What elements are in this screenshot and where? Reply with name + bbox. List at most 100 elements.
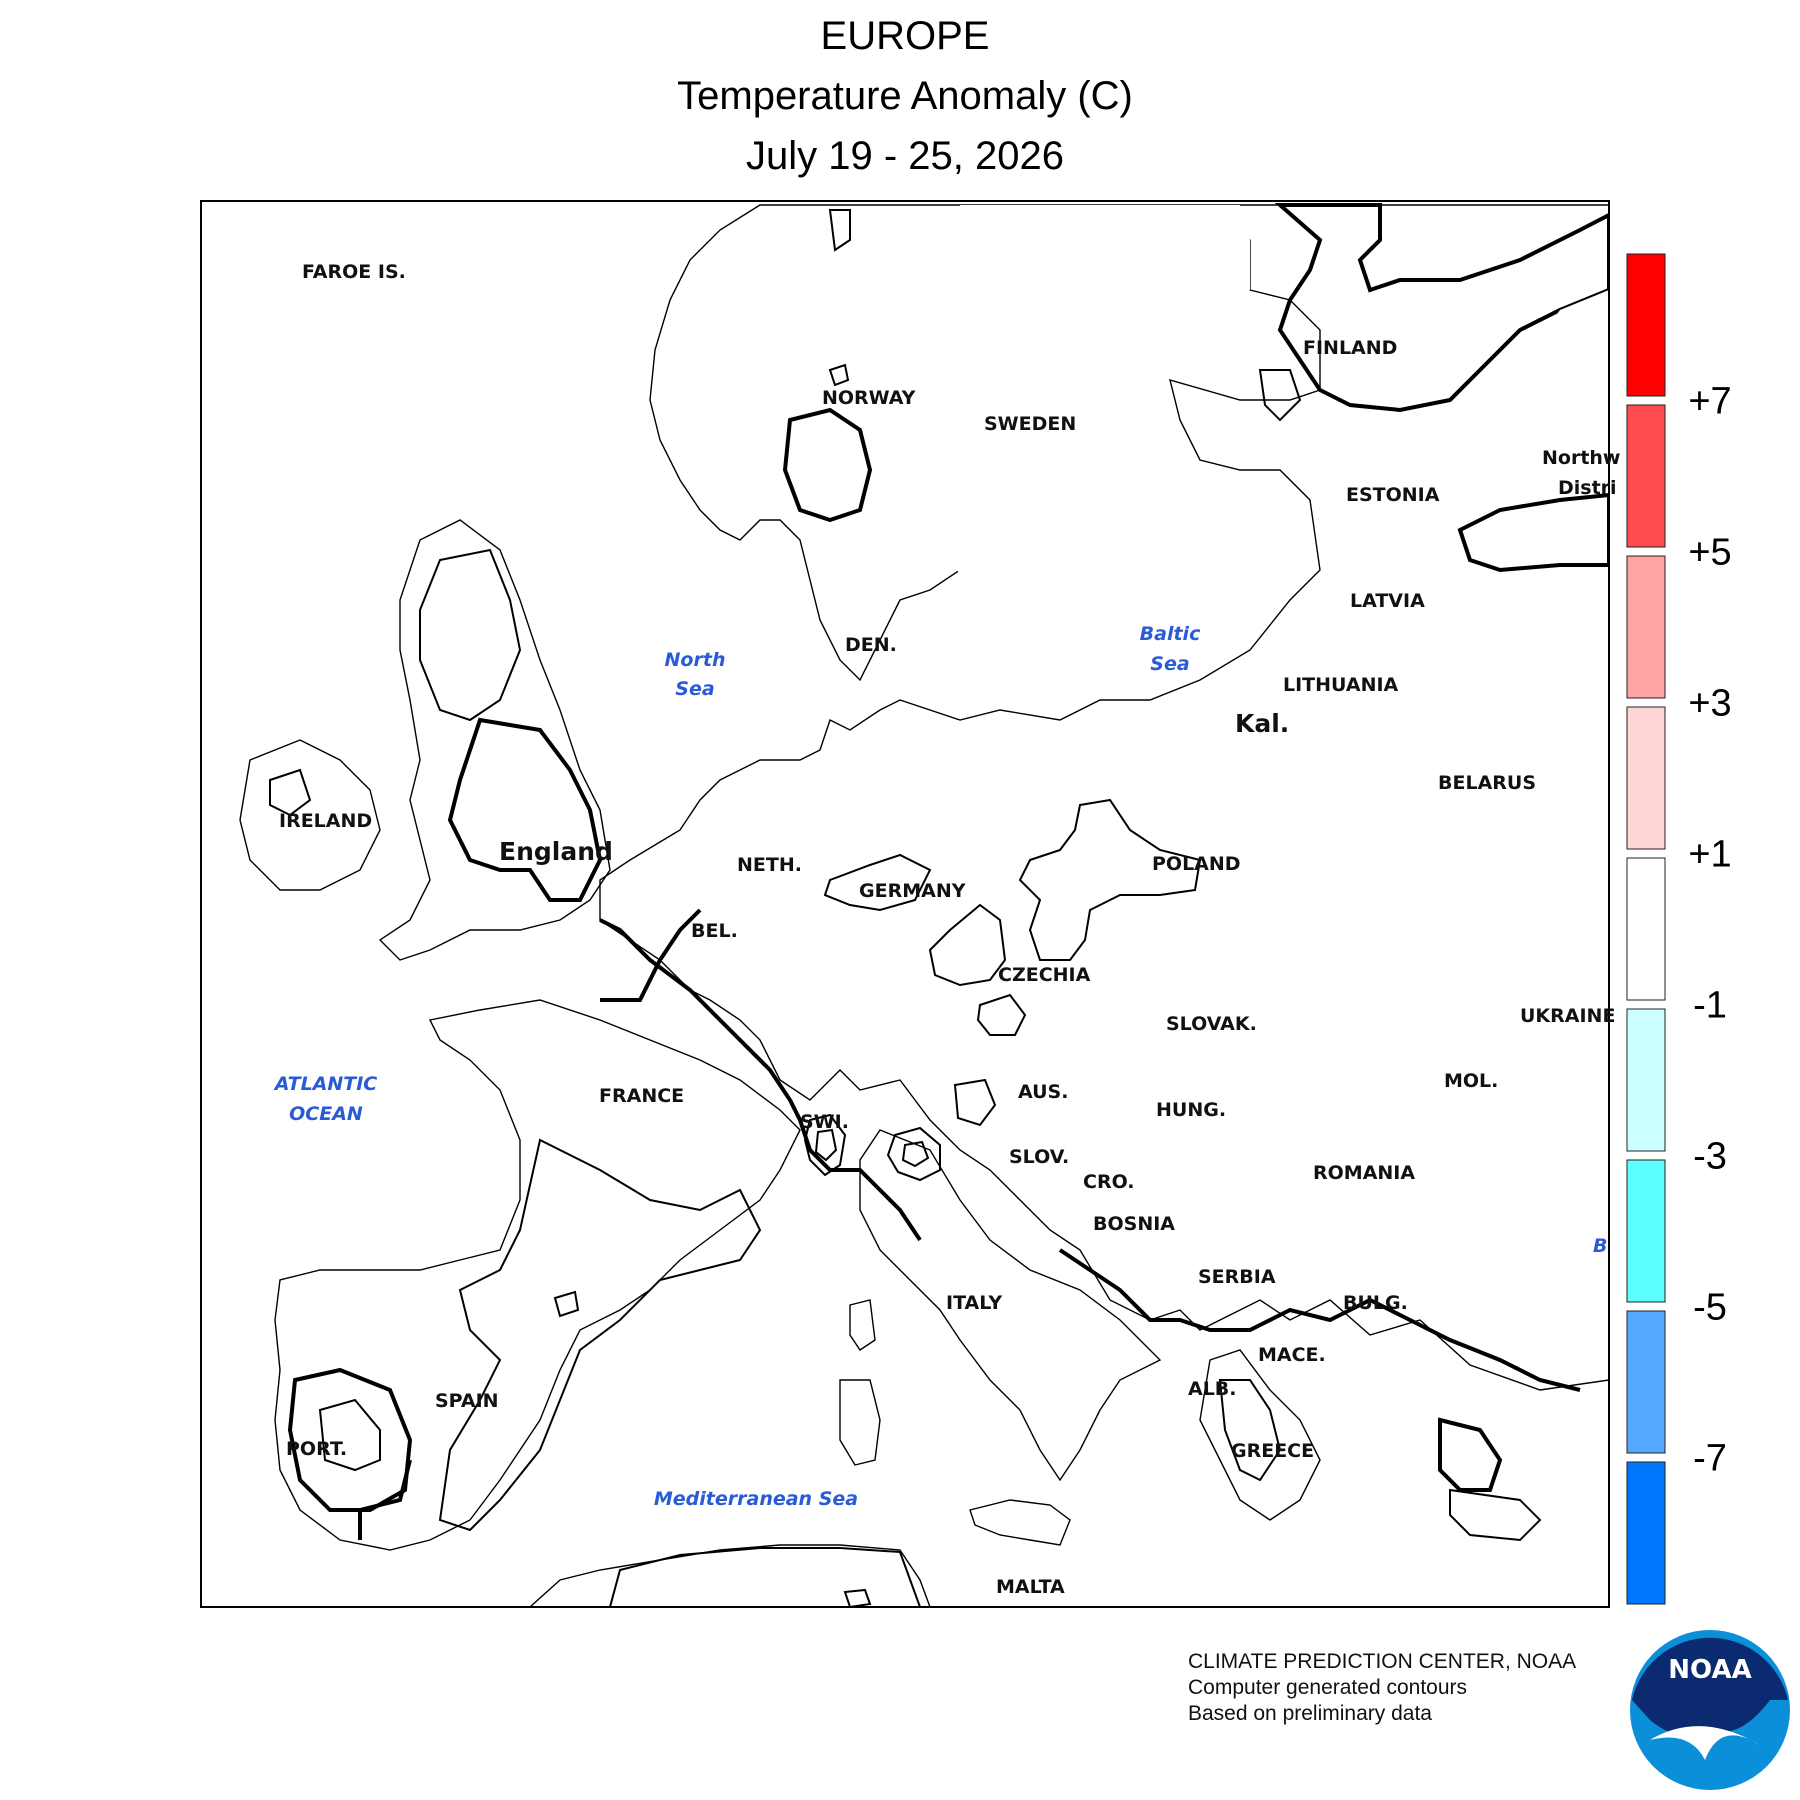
- cool-strong-finland: [1274, 203, 1609, 413]
- label-bulgaria: BULG.: [1343, 1292, 1408, 1314]
- legend-label: +1: [1688, 834, 1731, 876]
- contour-zero-line-channel: [600, 908, 702, 1002]
- warm-moderate-scotland: [419, 548, 522, 722]
- credit-line-3: Based on preliminary data: [1188, 1702, 1432, 1725]
- neutral-finland-east: [1530, 290, 1609, 420]
- label-slovenia: SLOV.: [1009, 1146, 1069, 1168]
- label-ireland: IRELAND: [279, 810, 372, 832]
- legend-label: -3: [1693, 1136, 1727, 1178]
- label-atlantic-ocean-2: OCEAN: [289, 1103, 363, 1125]
- label-latvia: LATVIA: [1350, 590, 1425, 612]
- label-belarus: BELARUS: [1438, 772, 1536, 794]
- legend-swatch: [1626, 706, 1666, 850]
- cool-strong-norway-coast: [828, 209, 851, 252]
- label-england: England: [499, 837, 613, 866]
- map-canvas: [239, 203, 1609, 1607]
- noaa-logo: NOAA: [1630, 1630, 1790, 1790]
- label-baltic-sea-1: Baltic: [1140, 623, 1201, 645]
- warm-france-iberia: [274, 999, 801, 1551]
- label-baltic-sea-2: Sea: [1150, 653, 1189, 675]
- cool-strong-germany: [823, 853, 932, 912]
- label-hungary: HUNG.: [1156, 1099, 1226, 1121]
- warm-corsica: [849, 1299, 876, 1351]
- country-labels: FAROE IS. NORWAY SWEDEN FINLAND ESTONIA …: [279, 261, 1621, 1598]
- label-czechia: CZECHIA: [998, 964, 1091, 986]
- label-romania: ROMANIA: [1313, 1162, 1415, 1184]
- label-black-sea-partial: B: [1593, 1235, 1607, 1257]
- warm-extreme-alps-east: [886, 1126, 941, 1182]
- label-moldova: MOL.: [1444, 1070, 1498, 1092]
- label-ukraine: UKRAINE: [1520, 1005, 1615, 1027]
- label-sweden: SWEDEN: [984, 413, 1076, 435]
- warm-austria-spot: [953, 1078, 997, 1127]
- legend-swatch: [1626, 253, 1666, 397]
- credit-line-2: Computer generated contours: [1188, 1676, 1467, 1699]
- logo-text: NOAA: [1668, 1655, 1751, 1685]
- warm-extreme-alps-west-core: [814, 1128, 838, 1162]
- label-malta: MALTA: [996, 1576, 1065, 1598]
- contour-zero-line-spain: [358, 1459, 412, 1540]
- label-austria: AUS.: [1018, 1081, 1068, 1103]
- legend-label: -1: [1693, 985, 1727, 1027]
- cool-region-continent: [599, 204, 1609, 1391]
- label-lithuania: LITHUANIA: [1283, 674, 1399, 696]
- neutral-portugal: [287, 1367, 413, 1512]
- label-poland: POLAND: [1152, 853, 1241, 875]
- warm-ireland-spot: [269, 768, 312, 817]
- label-northwest: Northw: [1542, 447, 1621, 469]
- warm-extreme-alps-east-core: [901, 1140, 930, 1168]
- label-north-sea-2: Sea: [675, 678, 714, 700]
- cool-strong-czechia-2: [976, 993, 1027, 1036]
- legend-label: +7: [1688, 381, 1731, 423]
- warm-sardinia: [839, 1379, 881, 1466]
- warm-moderate-greece: [1218, 1379, 1282, 1482]
- legend-swatch: [1626, 404, 1666, 548]
- contour-zero-line-west: [599, 918, 922, 1242]
- warm-turkey-spot: [1449, 1488, 1542, 1542]
- warm-moderate-france-spain: [438, 1138, 762, 1532]
- figure-title: EUROPE: [820, 14, 990, 58]
- label-albania: ALB.: [1188, 1378, 1237, 1400]
- legend-swatch: [1626, 1310, 1666, 1454]
- label-greece: GREECE: [1231, 1440, 1314, 1462]
- legend-swatch: [1626, 1159, 1666, 1303]
- label-italy: ITALY: [946, 1292, 1002, 1314]
- label-denmark: DEN.: [845, 634, 897, 656]
- label-belgium: BEL.: [691, 920, 738, 942]
- legend-label: -5: [1693, 1287, 1727, 1329]
- label-germany: GERMANY: [859, 880, 966, 902]
- map-frame: [200, 200, 1610, 1608]
- label-spain: SPAIN: [435, 1390, 499, 1412]
- legend-swatch: [1626, 857, 1666, 1001]
- legend-swatch: [1626, 1461, 1666, 1605]
- neutral-south-norway: [782, 407, 873, 523]
- legend-label: +3: [1688, 683, 1731, 725]
- warm-britain: [378, 519, 611, 961]
- label-slovakia: SLOVAK.: [1166, 1013, 1257, 1035]
- label-district: Distri: [1558, 477, 1617, 499]
- warm-north-africa: [528, 1544, 931, 1607]
- cool-strong-norway-spot: [828, 363, 850, 387]
- label-estonia: ESTONIA: [1346, 484, 1440, 506]
- neutral-england: [447, 717, 603, 902]
- label-portugal: PORT.: [286, 1438, 347, 1460]
- legend-label: +5: [1688, 532, 1731, 574]
- label-finland: FINLAND: [1303, 337, 1397, 359]
- warm-strong-north-africa: [608, 1547, 922, 1607]
- legend-label: -7: [1693, 1438, 1727, 1480]
- cool-strong-czechia: [928, 903, 1007, 987]
- label-mediterranean-sea: Mediterranean Sea: [654, 1488, 858, 1510]
- warm-moderate-ireland: [239, 739, 381, 891]
- warm-strong-spain-spot: [553, 1290, 580, 1318]
- label-netherlands: NETH.: [737, 854, 802, 876]
- warm-balkans: [1199, 1349, 1321, 1521]
- cool-strong-poland: [1018, 798, 1202, 961]
- neutral-northwest-russia: [1457, 492, 1609, 573]
- warm-italy: [859, 1129, 1162, 1482]
- logo-gull: [1650, 1726, 1760, 1760]
- label-switzerland: SWI.: [800, 1111, 849, 1133]
- label-serbia: SERBIA: [1198, 1266, 1276, 1288]
- logo-top-arc: [1632, 1637, 1788, 1736]
